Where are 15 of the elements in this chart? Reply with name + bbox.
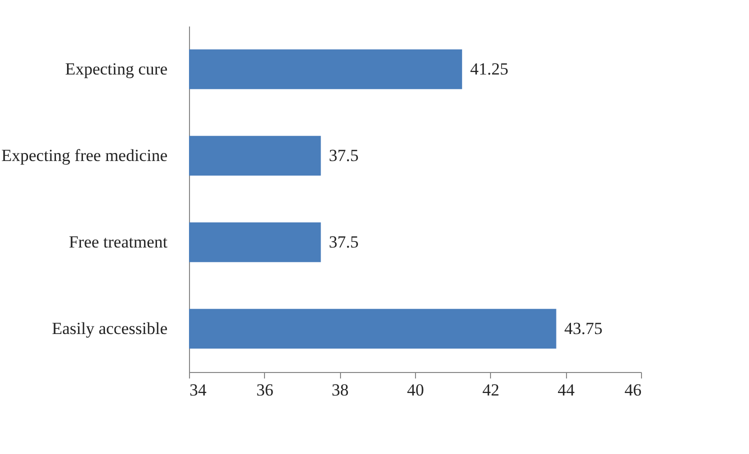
x-tick-label: 40: [407, 380, 424, 400]
data-label: 43.75: [564, 318, 602, 338]
x-tick-label: 42: [482, 380, 500, 400]
x-tick-label: 38: [332, 380, 349, 400]
y-tick-label: Easily accessible: [52, 318, 168, 338]
x-tick-label: 46: [624, 380, 642, 400]
data-label: 41.25: [470, 59, 508, 78]
x-tick-label: 34: [190, 380, 207, 400]
x-tick-label: 44: [558, 380, 576, 400]
data-label: 37.5: [328, 146, 359, 165]
y-tick-label: Expecting free medicine: [1, 146, 168, 165]
y-tick-label: Expecting cure: [65, 59, 168, 78]
x-tick-label: 36: [256, 380, 274, 400]
y-tick-label: Free treatment: [68, 232, 168, 252]
data-label: 37.5: [328, 232, 359, 252]
